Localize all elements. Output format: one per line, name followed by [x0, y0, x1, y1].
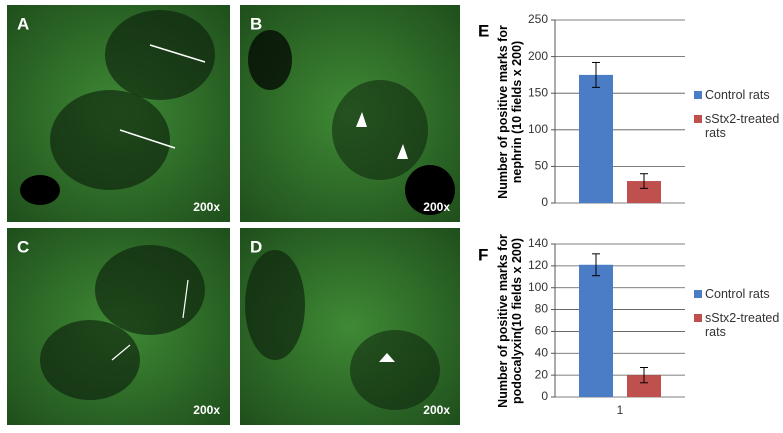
- bar: [579, 264, 613, 397]
- panel-label: D: [250, 237, 262, 256]
- legend-swatch: [694, 115, 702, 123]
- y-tick-label: 60: [535, 324, 549, 338]
- magnification: 200x: [193, 403, 220, 417]
- magnification: 200x: [193, 200, 220, 214]
- y-tick-label: 200: [528, 49, 548, 63]
- micrograph-b: [240, 5, 460, 222]
- y-tick-label: 150: [528, 85, 548, 99]
- panel-label: E: [478, 21, 489, 40]
- magnification: 200x: [423, 200, 450, 214]
- bar: [627, 181, 661, 203]
- magnification: 200x: [423, 403, 450, 417]
- y-tick-label: 120: [528, 258, 548, 272]
- legend-swatch: [694, 91, 702, 99]
- y-tick-label: 250: [528, 12, 548, 26]
- legend-label: sStx2-treated rats: [705, 311, 780, 339]
- legend-swatch: [694, 290, 702, 298]
- bar: [627, 375, 661, 397]
- panel-label: C: [17, 237, 29, 256]
- bar: [579, 74, 613, 204]
- legend-label: Control rats: [705, 88, 770, 102]
- panel-label: F: [478, 245, 488, 264]
- y-tick-label: 140: [528, 236, 548, 250]
- micrograph-d: [240, 228, 460, 425]
- legend-swatch: [694, 314, 702, 322]
- x-tick-label: 1: [617, 403, 624, 417]
- y-tick-label: 0: [541, 389, 548, 403]
- y-tick-label: 80: [535, 302, 549, 316]
- y-axis-label: Number of positive marks for nephrin (10…: [496, 24, 524, 199]
- y-tick-label: 100: [528, 280, 548, 294]
- micrograph-a: [7, 5, 230, 222]
- legend-label: Control rats: [705, 287, 770, 301]
- micrograph-c: [7, 228, 230, 425]
- y-tick-label: 100: [528, 122, 548, 136]
- legend-label: sStx2-treated rats: [705, 112, 780, 140]
- y-tick-label: 0: [541, 195, 548, 209]
- y-tick-label: 40: [535, 345, 549, 359]
- y-axis-label: Number of positive marks for podocalyxin…: [496, 233, 524, 408]
- y-tick-label: 20: [535, 367, 549, 381]
- panel-label: B: [250, 14, 262, 33]
- y-tick-label: 50: [535, 159, 549, 173]
- panel-label: A: [17, 14, 29, 33]
